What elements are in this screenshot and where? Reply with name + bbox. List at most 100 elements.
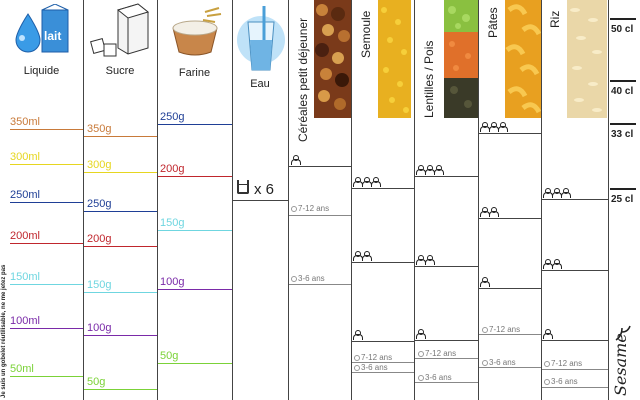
portion-line (479, 218, 541, 219)
column-divider (608, 0, 609, 400)
person-icon (480, 122, 490, 132)
child-icon (418, 375, 424, 381)
person-icon (362, 251, 372, 261)
age-label-younger: 3-6 ans (544, 377, 578, 386)
mark-label: 200g (87, 233, 112, 245)
mark-label: 100ml (10, 315, 40, 327)
mark-line (158, 124, 232, 125)
mark-line (10, 164, 83, 165)
person-icon (480, 207, 490, 217)
semoule-photo (378, 0, 411, 118)
person-icon (498, 122, 508, 132)
mark-label: 150ml (10, 271, 40, 283)
age-line (479, 334, 541, 335)
person-icon (489, 207, 499, 217)
person-icon (353, 177, 363, 187)
mark-label: 250ml (10, 189, 40, 201)
mark-label: 100g (87, 322, 112, 334)
mark-line (84, 172, 157, 173)
age-label-younger: 3-6 ans (354, 363, 388, 372)
portion-line (542, 340, 608, 341)
cl-label: 33 cl (611, 129, 634, 140)
mark-line (84, 246, 157, 247)
cl-tick (610, 18, 636, 20)
age-label-younger: 3-6 ans (482, 358, 516, 367)
child-icon (291, 276, 297, 282)
sugar-icon (90, 3, 150, 57)
mark-label: 50g (87, 376, 106, 388)
mark-label: 350ml (10, 116, 40, 128)
cereal-photo (314, 0, 351, 118)
column-title-pates: Pâtes (486, 7, 500, 38)
mark-line (84, 136, 157, 137)
column-title-sucre: Sucre (105, 65, 135, 77)
age-text: 7-12 ans (551, 359, 583, 368)
column-divider (478, 0, 479, 400)
portion-line (479, 288, 541, 289)
mark-line (10, 284, 83, 285)
child-icon (291, 206, 297, 212)
portion-line (542, 270, 608, 271)
person-icon (561, 188, 571, 198)
child-icon (544, 379, 550, 385)
mark-line (10, 202, 83, 203)
portion-people (353, 251, 372, 261)
age-text: 3-6 ans (425, 373, 452, 382)
age-line (289, 215, 351, 216)
column-divider (288, 0, 289, 400)
portion-people (416, 165, 444, 175)
mark-label: 250g (160, 111, 185, 123)
child-icon (354, 355, 360, 361)
child-icon (418, 351, 424, 357)
reusable-cup-note: Je suis un gobelet réutilisable, ne me j… (1, 264, 7, 398)
column-title-lentilles: Lentilles / Pois (422, 40, 436, 118)
column-title-liquide: Liquide (23, 65, 60, 77)
mark-line (158, 363, 232, 364)
portion-people (543, 188, 571, 198)
mark-line (84, 292, 157, 293)
age-label-older: 7-12 ans (482, 325, 520, 334)
person-icon (353, 330, 363, 340)
child-icon (482, 327, 488, 333)
child-icon (354, 365, 360, 371)
water-glass-icon (237, 6, 285, 71)
column-divider (541, 0, 542, 400)
age-line (479, 367, 541, 368)
flour-icon (172, 7, 222, 56)
cl-label: 50 cl (611, 24, 634, 35)
cl-tick (610, 80, 636, 82)
portion-people (291, 155, 301, 165)
column-title-semoule: Semoule (359, 10, 373, 58)
mark-label: 100g (160, 276, 185, 288)
age-line (542, 369, 608, 370)
lentils-photo (444, 0, 478, 118)
mark-label: 50g (160, 350, 179, 362)
age-line (542, 387, 608, 388)
mark-label: 300g (87, 159, 112, 171)
portion-people (416, 255, 435, 265)
column-divider (83, 0, 84, 400)
portion-people (543, 329, 553, 339)
mark-line (158, 176, 232, 177)
portion-line (479, 133, 541, 134)
age-label-older: 7-12 ans (354, 353, 392, 362)
portion-line (352, 262, 414, 263)
mark-label: 50ml (10, 363, 34, 375)
column-title-riz: Riz (548, 10, 562, 28)
age-text: 3-6 ans (551, 377, 578, 386)
person-icon (552, 188, 562, 198)
person-icon (425, 165, 435, 175)
person-icon (291, 155, 301, 165)
person-icon (416, 165, 426, 175)
age-line (415, 358, 478, 359)
portion-line (289, 166, 351, 167)
portion-line (542, 199, 608, 200)
person-icon (353, 251, 363, 261)
age-line (352, 362, 414, 363)
rice-photo (567, 0, 607, 118)
column-divider (157, 0, 158, 400)
age-line (415, 382, 478, 383)
portion-line (352, 188, 414, 189)
portion-people (480, 207, 499, 217)
cl-tick (610, 123, 636, 125)
